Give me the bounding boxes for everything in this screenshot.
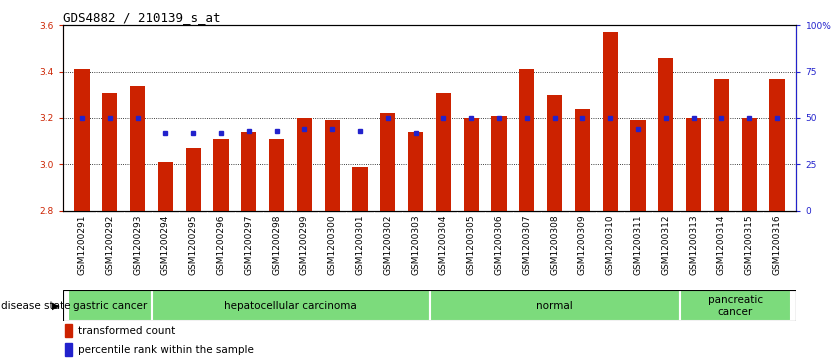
Text: GDS4882 / 210139_s_at: GDS4882 / 210139_s_at — [63, 11, 220, 24]
Text: GSM1200297: GSM1200297 — [244, 215, 254, 275]
Bar — [714, 79, 729, 363]
Text: gastric cancer: gastric cancer — [73, 301, 147, 311]
Text: pancreatic
cancer: pancreatic cancer — [708, 295, 763, 317]
Text: percentile rank within the sample: percentile rank within the sample — [78, 345, 254, 355]
Bar — [158, 162, 173, 363]
Text: GSM1200302: GSM1200302 — [384, 215, 392, 275]
Text: GSM1200304: GSM1200304 — [439, 215, 448, 275]
Bar — [658, 58, 674, 363]
Text: GSM1200292: GSM1200292 — [105, 215, 114, 275]
Text: GSM1200314: GSM1200314 — [717, 215, 726, 275]
Text: GSM1200307: GSM1200307 — [522, 215, 531, 275]
Bar — [352, 167, 368, 363]
Bar — [408, 132, 423, 363]
Bar — [130, 86, 145, 363]
Text: GSM1200310: GSM1200310 — [605, 215, 615, 275]
Text: normal: normal — [536, 301, 573, 311]
Bar — [64, 324, 72, 337]
Text: disease state: disease state — [1, 301, 70, 311]
Bar — [575, 109, 590, 363]
Text: GSM1200303: GSM1200303 — [411, 215, 420, 275]
Text: GSM1200301: GSM1200301 — [355, 215, 364, 275]
Text: GSM1200312: GSM1200312 — [661, 215, 671, 275]
Bar — [631, 120, 646, 363]
Bar — [269, 139, 284, 363]
Bar — [519, 69, 535, 363]
Bar — [64, 343, 72, 356]
Bar — [152, 290, 430, 321]
Text: GSM1200299: GSM1200299 — [300, 215, 309, 275]
Bar — [74, 69, 90, 363]
Text: GSM1200313: GSM1200313 — [689, 215, 698, 275]
Text: GSM1200294: GSM1200294 — [161, 215, 170, 275]
Bar — [68, 290, 152, 321]
Bar — [547, 95, 562, 363]
Text: GSM1200308: GSM1200308 — [550, 215, 559, 275]
Text: GSM1200300: GSM1200300 — [328, 215, 337, 275]
Bar — [324, 120, 340, 363]
Text: GSM1200295: GSM1200295 — [188, 215, 198, 275]
Text: GSM1200291: GSM1200291 — [78, 215, 87, 275]
Text: GSM1200315: GSM1200315 — [745, 215, 754, 275]
Text: GSM1200305: GSM1200305 — [467, 215, 475, 275]
Bar — [491, 116, 507, 363]
Text: GSM1200316: GSM1200316 — [772, 215, 781, 275]
Text: GSM1200306: GSM1200306 — [495, 215, 504, 275]
Bar — [680, 290, 791, 321]
Bar — [686, 118, 701, 363]
Bar — [435, 93, 451, 363]
Text: GSM1200311: GSM1200311 — [634, 215, 642, 275]
Text: GSM1200298: GSM1200298 — [272, 215, 281, 275]
Bar — [380, 113, 395, 363]
Bar — [102, 93, 118, 363]
Bar — [430, 290, 680, 321]
Bar — [214, 139, 229, 363]
Text: GSM1200309: GSM1200309 — [578, 215, 587, 275]
Text: hepatocellular carcinoma: hepatocellular carcinoma — [224, 301, 357, 311]
Text: GSM1200296: GSM1200296 — [217, 215, 225, 275]
Bar — [741, 118, 757, 363]
Bar — [297, 118, 312, 363]
Text: GSM1200293: GSM1200293 — [133, 215, 142, 275]
Bar — [464, 118, 479, 363]
Bar — [602, 32, 618, 363]
Bar — [241, 132, 256, 363]
Text: ▶: ▶ — [52, 301, 59, 311]
Bar — [769, 79, 785, 363]
Text: transformed count: transformed count — [78, 326, 176, 336]
Bar — [185, 148, 201, 363]
